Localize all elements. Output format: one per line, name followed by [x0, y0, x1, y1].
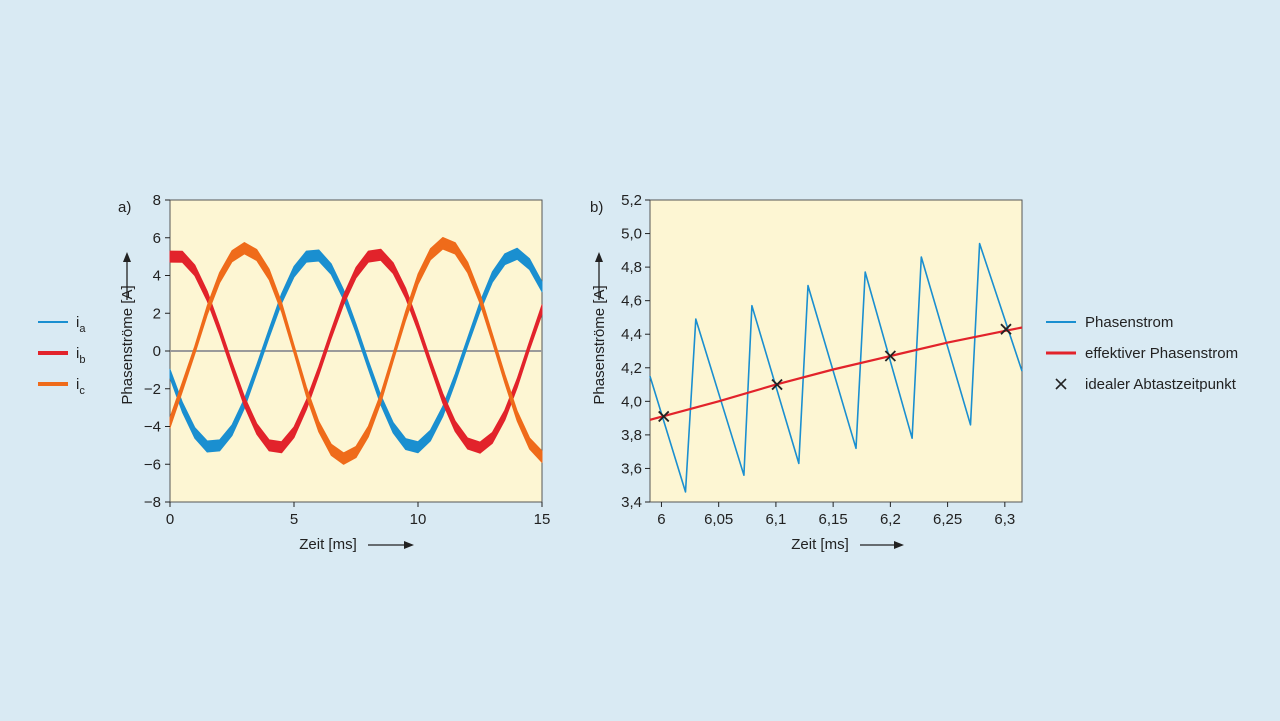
- sample-marker: [658, 410, 670, 423]
- chart-b-y-axis-label: Phasenströme [A]: [591, 285, 608, 404]
- sample-marker: [1000, 323, 1012, 335]
- chart-b-y-ticks: 3,4 3,6 3,8 4,0 4,2 4,4 4,6 4,8 5,0 5,2: [621, 192, 650, 511]
- x-tick-label: 5: [290, 511, 298, 528]
- chart-b-y-axis-arrow: [595, 252, 603, 300]
- x-tick-label: 6,1: [765, 511, 786, 528]
- y-tick-label: 5,2: [621, 192, 642, 209]
- chart-a-x-axis-arrow: [368, 541, 414, 549]
- x-tick-label: 6,2: [880, 511, 901, 528]
- chart-a-y-axis-label: Phasenströme [A]: [119, 285, 136, 404]
- chart-a-x-axis-label: Zeit [ms]: [299, 536, 357, 553]
- y-tick-label: 4,8: [621, 259, 642, 276]
- chart-b-x-ticks: 6 6,05 6,1 6,15 6,2 6,25 6,3: [657, 502, 1015, 528]
- legend-marker-swatch: [1055, 378, 1067, 390]
- y-tick-label: 3,8: [621, 427, 642, 444]
- y-tick-label: 0: [153, 343, 161, 360]
- x-tick-label: 6,25: [933, 511, 962, 528]
- legend-label-ic: ic: [76, 376, 85, 397]
- chart-a-y-axis-arrow: [123, 252, 131, 300]
- legend-label: effektiver Phasenstrom: [1085, 345, 1238, 362]
- legend-label-ib: ib: [76, 345, 85, 366]
- y-tick-label: −8: [144, 494, 161, 511]
- y-tick-label: −2: [144, 381, 161, 398]
- x-tick-label: 6,3: [994, 511, 1015, 528]
- x-tick-label: 15: [534, 511, 551, 528]
- chart-b-plot-area: [649, 199, 1023, 503]
- chart-a-series-group: [169, 237, 543, 465]
- legend-label: Phasenstrom: [1085, 314, 1173, 331]
- legend-label: idealer Abtastzeitpunkt: [1085, 376, 1237, 393]
- legend-subscript-ia: a: [79, 323, 86, 335]
- y-tick-label: 3,6: [621, 460, 642, 477]
- chart-a-panel-label: a): [118, 199, 131, 216]
- chart-b: b) 3,43,63,84,04,24,44,64,85,05,2 6 6,05 6…: [590, 192, 1238, 553]
- y-tick-label: 6: [153, 230, 161, 247]
- series-ia-band: [169, 247, 543, 454]
- y-tick-label: 4: [153, 268, 161, 285]
- x-tick-label: 6: [657, 511, 665, 528]
- x-tick-label: 10: [410, 511, 427, 528]
- y-tick-label: 8: [153, 192, 161, 209]
- chart-a-y-ticks: −8 −6 −4 −2 0 2 4 6 8: [144, 192, 170, 511]
- y-tick-label: 5,0: [621, 226, 642, 243]
- y-tick-label: 3,4: [621, 494, 642, 511]
- chart-b-x-axis-label: Zeit [ms]: [791, 536, 849, 553]
- y-tick-label: 4,6: [621, 293, 642, 310]
- y-tick-label: 4,2: [621, 360, 642, 377]
- series-phasenstrom-line: [649, 242, 1023, 493]
- legend-subscript-ic: c: [79, 385, 85, 397]
- series-ic-band: [169, 237, 543, 465]
- chart-b-legend: Phasenstrom effektiver Phasenstrom idealer…: [1046, 314, 1238, 393]
- y-tick-label: 4,0: [621, 393, 642, 410]
- chart-b-panel-label: b): [590, 199, 603, 216]
- chart-a: a) −8 −6 −4 −2 0 2 4 6 8 0 5 10 15 Phasenströme [A]…: [38, 192, 550, 553]
- sample-marker: [771, 378, 783, 391]
- legend-subscript-ib: b: [79, 354, 85, 366]
- series-effektiver-phasenstrom-line: [649, 326, 1023, 421]
- series-ib-band: [169, 248, 543, 454]
- sample-marker: [884, 350, 897, 362]
- chart-a-x-ticks: 0 5 10 15: [166, 502, 551, 528]
- y-tick-label: −4: [144, 419, 161, 436]
- chart-a-legend: ia ib ic: [38, 314, 86, 397]
- x-tick-label: 0: [166, 511, 174, 528]
- x-tick-label: 6,15: [819, 511, 848, 528]
- y-tick-label: 2: [153, 305, 161, 322]
- x-tick-label: 6,05: [704, 511, 733, 528]
- y-tick-label: 4,4: [621, 326, 642, 343]
- chart-b-series-group: [649, 242, 1023, 493]
- chart-b-x-axis-arrow: [860, 541, 904, 549]
- y-tick-label: −6: [144, 456, 161, 473]
- legend-label-ia: ia: [76, 314, 86, 335]
